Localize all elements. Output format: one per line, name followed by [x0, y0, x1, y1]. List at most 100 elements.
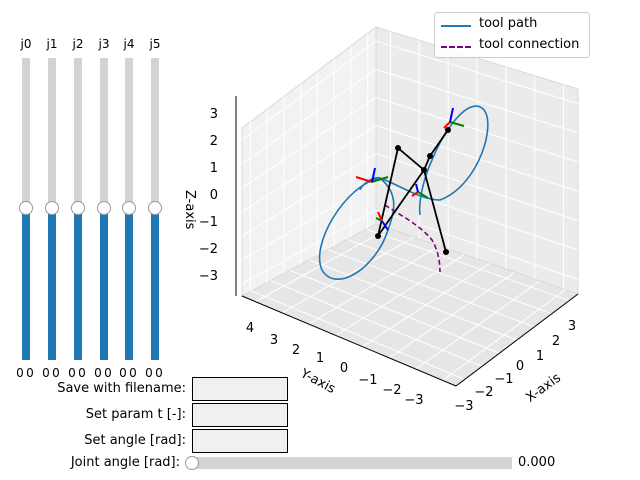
- y-tick-label: −2: [382, 383, 401, 398]
- axis-edges: [235, 96, 579, 387]
- joint-slider-fill[interactable]: [125, 209, 133, 360]
- y-tick-label: −3: [404, 393, 423, 408]
- z-tick-label: 1: [210, 161, 218, 176]
- x-axis-line: [455, 293, 579, 387]
- z-tick-label: 3: [210, 107, 218, 122]
- frame-triad: [355, 167, 389, 183]
- gridline: [241, 96, 377, 189]
- robot-link-chain: [377, 169, 425, 237]
- gridline: [327, 249, 535, 328]
- coordinate-frames: [355, 107, 465, 231]
- robot-joint: [421, 167, 427, 173]
- joint-slider-max-label: 0: [129, 366, 137, 380]
- robot-joint: [445, 127, 451, 133]
- gridline: [270, 280, 483, 367]
- joint-slider-min-label: 0: [16, 366, 24, 380]
- joint-slider-handle[interactable]: [71, 201, 85, 215]
- robot-joint: [427, 153, 433, 159]
- param-t-label: Set param t [-]:: [85, 407, 186, 422]
- joint-angle-slider-handle[interactable]: [185, 456, 199, 470]
- gridline: [366, 228, 570, 302]
- joint-slider-handle[interactable]: [122, 201, 136, 215]
- z-tick-label: −1: [199, 215, 218, 230]
- x-tick-label: 2: [552, 334, 560, 349]
- joint-slider-title: j3: [98, 37, 110, 51]
- x-tick-label: 0: [516, 359, 524, 374]
- joint-slider-track[interactable]: [100, 58, 108, 209]
- filename-input[interactable]: [192, 377, 288, 401]
- z-axis-label: Z-axis: [182, 190, 197, 230]
- z-tick-label: 2: [210, 134, 218, 149]
- joint-slider-fill[interactable]: [48, 209, 56, 360]
- y-tick-label: −1: [358, 373, 377, 388]
- gridline: [289, 269, 500, 354]
- gridlines: [241, 31, 579, 381]
- joint-slider-min-label: 0: [119, 366, 127, 380]
- gridline: [241, 40, 377, 141]
- z-tick-label: −2: [199, 242, 218, 257]
- joint-slider-track[interactable]: [125, 58, 133, 209]
- robot-joint: [375, 233, 381, 239]
- gridline: [241, 125, 377, 213]
- joint-slider-track[interactable]: [48, 58, 56, 209]
- x-tick-label: −2: [474, 385, 493, 400]
- x-tick-label: 3: [568, 319, 576, 334]
- joint-slider-track[interactable]: [151, 58, 159, 209]
- joint-slider-track[interactable]: [74, 58, 82, 209]
- joint-slider-fill[interactable]: [22, 209, 30, 360]
- joint-slider-j1[interactable]: j1 0 0: [39, 0, 65, 380]
- z-tick-label: 0: [210, 188, 218, 203]
- gridline: [241, 209, 377, 285]
- robot-joint: [443, 249, 449, 255]
- robot-link-chain: [377, 146, 447, 253]
- frame-triad: [375, 211, 389, 231]
- x-tick-label: −3: [454, 399, 473, 414]
- y-tick-label: 3: [270, 333, 278, 348]
- y-tick-label: 1: [316, 351, 324, 366]
- joint-slider-j5[interactable]: j5 0 0: [142, 0, 168, 380]
- joint-slider-j2[interactable]: j2 0 0: [65, 0, 91, 380]
- joint-slider-max-label: 0: [78, 366, 86, 380]
- joint-slider-j3[interactable]: j3 0 0: [91, 0, 117, 380]
- joint-slider-handle[interactable]: [19, 201, 33, 215]
- legend-swatch-solid: [441, 25, 471, 27]
- gridline: [241, 68, 377, 165]
- y-axis-label: Y-axis: [297, 366, 338, 397]
- filename-label: Save with filename:: [57, 381, 186, 396]
- joint-slider-handle[interactable]: [97, 201, 111, 215]
- param-t-input[interactable]: [192, 403, 288, 427]
- joint-slider-fill[interactable]: [151, 209, 159, 360]
- robot-joints: [375, 127, 451, 255]
- joint-slider-min-label: 0: [68, 366, 76, 380]
- joint-sliders-panel: j0 0 0 j1 0 0 j2 0 0 j3 0 0 j4 0 0 j5 0 0: [0, 0, 200, 400]
- joint-slider-title: j0: [20, 37, 32, 51]
- gridline: [241, 153, 377, 237]
- joint-slider-j4[interactable]: j4 0 0: [116, 0, 142, 380]
- joint-slider-track[interactable]: [22, 58, 30, 209]
- y-axis-line: [241, 295, 457, 387]
- x-axis-label: X-axis: [523, 370, 564, 405]
- joint-slider-handle[interactable]: [148, 201, 162, 215]
- y-tick-label: 4: [246, 321, 254, 336]
- joint-slider-title: j5: [149, 37, 161, 51]
- joint-angle-slider-track[interactable]: [192, 457, 512, 469]
- joint-slider-j0[interactable]: j0 0 0: [13, 0, 39, 380]
- gridline: [251, 290, 465, 380]
- legend-label: tool connection: [479, 37, 580, 52]
- x-tick-label: 1: [536, 349, 544, 364]
- joint-slider-min-label: 0: [42, 366, 50, 380]
- y-tick-label: 2: [292, 343, 300, 358]
- robot-joint: [395, 145, 401, 151]
- joint-slider-handle[interactable]: [45, 201, 59, 215]
- angle-input[interactable]: [192, 429, 288, 453]
- joint-slider-title: j4: [123, 37, 135, 51]
- joint-slider-fill[interactable]: [100, 209, 108, 360]
- joint-slider-fill[interactable]: [74, 209, 82, 360]
- joint-slider-title: j2: [72, 37, 84, 51]
- joint-slider-max-label: 0: [155, 366, 163, 380]
- joint-slider-max-label: 0: [52, 366, 60, 380]
- joint-slider-min-label: 0: [145, 366, 153, 380]
- tool-connection: [384, 204, 441, 273]
